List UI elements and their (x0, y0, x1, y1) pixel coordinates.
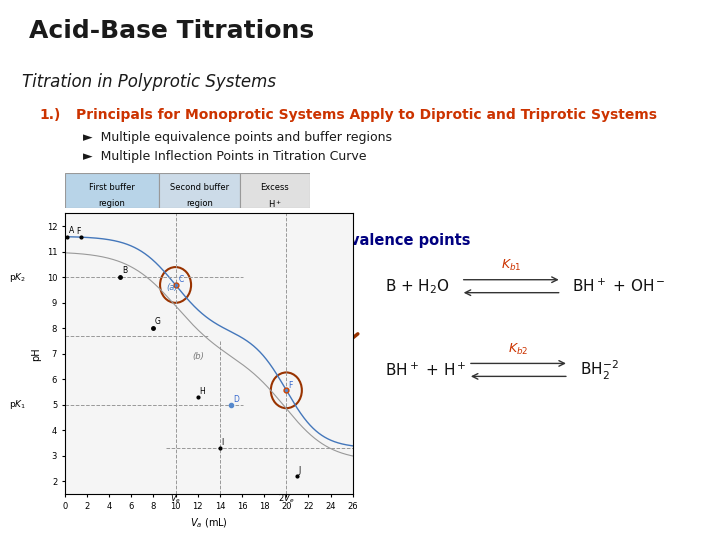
Text: G: G (155, 316, 161, 326)
Text: C: C (179, 275, 184, 285)
Text: F: F (76, 227, 80, 236)
Bar (240, 173, 310, 208)
Text: Excess: Excess (261, 183, 289, 192)
Bar (158, 173, 240, 208)
Text: region: region (186, 199, 213, 208)
Text: BH$^+$ + H$^+$: BH$^+$ + H$^+$ (385, 361, 467, 379)
Text: Titration in Polyprotic Systems: Titration in Polyprotic Systems (22, 73, 276, 91)
Text: BH$^+$ + OH$^-$: BH$^+$ + OH$^-$ (572, 278, 666, 295)
Text: $K_{b1}$: $K_{b1}$ (501, 258, 521, 273)
Text: $V_e$: $V_e$ (170, 493, 181, 505)
Text: (b): (b) (192, 352, 204, 361)
Text: region: region (99, 199, 125, 208)
Text: D: D (233, 395, 239, 404)
Y-axis label: pH: pH (31, 347, 41, 361)
Text: Second buffer: Second buffer (170, 183, 229, 192)
Text: BH$_2^{-2}$: BH$_2^{-2}$ (580, 359, 618, 381)
Text: H: H (199, 387, 204, 396)
Text: Two equivalence points: Two equivalence points (277, 233, 471, 248)
Text: $2V_e$: $2V_e$ (278, 493, 294, 505)
Text: $K_{b2}$: $K_{b2}$ (508, 342, 528, 357)
Text: J: J (299, 466, 301, 475)
Text: A: A (69, 226, 74, 235)
X-axis label: $V_a$ (mL): $V_a$ (mL) (190, 516, 228, 530)
Text: B + H$_2$O: B + H$_2$O (385, 277, 450, 295)
Text: (a): (a) (167, 283, 179, 292)
Text: ►  Multiple equivalence points and buffer regions: ► Multiple equivalence points and buffer… (83, 131, 392, 144)
Text: Acid-Base Titrations: Acid-Base Titrations (29, 19, 314, 43)
Text: I: I (221, 438, 223, 447)
Text: F: F (289, 381, 293, 390)
Text: First buffer: First buffer (89, 183, 135, 192)
Text: H$^+$: H$^+$ (268, 199, 282, 211)
Text: ►  Multiple Inflection Points in Titration Curve: ► Multiple Inflection Points in Titratio… (83, 150, 366, 163)
Text: Principals for Monoprotic Systems Apply to Diprotic and Triprotic Systems: Principals for Monoprotic Systems Apply … (76, 108, 657, 122)
Text: B: B (122, 266, 127, 274)
Text: p$K_1$: p$K_1$ (9, 399, 26, 411)
Bar (65, 173, 158, 208)
Text: p$K_2$: p$K_2$ (9, 271, 26, 284)
Text: 1.): 1.) (40, 108, 61, 122)
